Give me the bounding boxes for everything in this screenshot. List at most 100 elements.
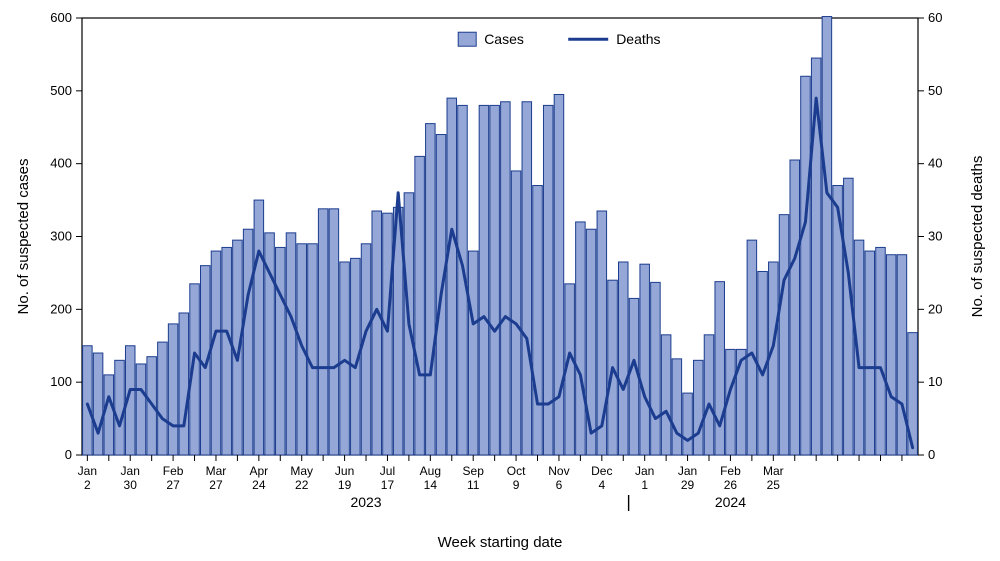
yleft-tick-label: 100 bbox=[50, 374, 72, 389]
bar bbox=[661, 335, 671, 455]
bar bbox=[554, 94, 564, 455]
yright-tick-label: 40 bbox=[928, 156, 942, 171]
legend-swatch-bars bbox=[458, 32, 476, 46]
bar bbox=[361, 244, 371, 455]
x-tick-label-day: 29 bbox=[681, 478, 695, 492]
yleft-tick-label: 0 bbox=[65, 447, 72, 462]
x-tick-label-month: Dec bbox=[591, 464, 612, 478]
x-tick-label-day: 27 bbox=[166, 478, 180, 492]
bar bbox=[136, 364, 146, 455]
bar bbox=[329, 209, 339, 455]
bar bbox=[715, 282, 725, 455]
bar bbox=[683, 393, 693, 455]
yleft-tick-label: 500 bbox=[50, 83, 72, 98]
x-tick-label-day: 6 bbox=[556, 478, 563, 492]
legend-label-line: Deaths bbox=[616, 31, 660, 47]
x-tick-label-month: Jan bbox=[78, 464, 97, 478]
x-tick-label-day: 2 bbox=[84, 478, 91, 492]
bar bbox=[415, 156, 425, 455]
bar bbox=[104, 375, 114, 455]
bar bbox=[426, 124, 436, 455]
bar bbox=[522, 102, 532, 455]
yleft-tick-label: 300 bbox=[50, 229, 72, 244]
x-tick-label-day: 14 bbox=[424, 478, 438, 492]
x-tick-label-month: Mar bbox=[763, 464, 784, 478]
x-tick-label-month: Apr bbox=[250, 464, 269, 478]
bar bbox=[479, 105, 489, 455]
bar bbox=[115, 360, 125, 455]
x-tick-label-month: Jan bbox=[678, 464, 697, 478]
x-tick-label-day: 27 bbox=[209, 478, 223, 492]
x-tick-label-month: Aug bbox=[420, 464, 441, 478]
bar bbox=[490, 105, 500, 455]
yright-tick-label: 30 bbox=[928, 229, 942, 244]
x-tick-label-day: 30 bbox=[124, 478, 138, 492]
bar bbox=[865, 251, 875, 455]
bar bbox=[897, 255, 907, 455]
bar bbox=[533, 186, 543, 455]
bar bbox=[576, 222, 586, 455]
bar bbox=[704, 335, 714, 455]
bar bbox=[179, 313, 189, 455]
bar bbox=[747, 240, 757, 455]
x-tick-label-day: 25 bbox=[767, 478, 781, 492]
bar bbox=[801, 76, 811, 455]
yleft-tick-label: 400 bbox=[50, 156, 72, 171]
yleft-tick-label: 200 bbox=[50, 301, 72, 316]
year-label: 2024 bbox=[715, 494, 746, 510]
bar bbox=[158, 342, 168, 455]
bar bbox=[511, 171, 521, 455]
bar bbox=[308, 244, 318, 455]
x-tick-label-day: 24 bbox=[252, 478, 266, 492]
x-tick-label-month: Jul bbox=[380, 464, 395, 478]
yright-tick-label: 20 bbox=[928, 301, 942, 316]
bar bbox=[640, 264, 650, 455]
yright-tick-label: 50 bbox=[928, 83, 942, 98]
year-label: 2023 bbox=[350, 494, 381, 510]
bar bbox=[318, 209, 328, 455]
x-tick-label-month: Oct bbox=[507, 464, 526, 478]
bar bbox=[254, 200, 264, 455]
bar bbox=[468, 251, 478, 455]
bar bbox=[876, 247, 886, 455]
bar bbox=[694, 360, 704, 455]
x-tick-label-month: Feb bbox=[720, 464, 741, 478]
x-tick-label-month: Jun bbox=[335, 464, 354, 478]
x-tick-label-month: Nov bbox=[548, 464, 569, 478]
bar bbox=[619, 262, 629, 455]
bar bbox=[372, 211, 382, 455]
yright-tick-label: 10 bbox=[928, 374, 942, 389]
yleft-axis-label: No. of suspected cases bbox=[15, 159, 32, 315]
x-tick-label-day: 26 bbox=[724, 478, 738, 492]
bar bbox=[651, 282, 661, 455]
x-tick-label-day: 17 bbox=[381, 478, 395, 492]
chart-container: 0 100 200 300 400 500 600 0 10 20 30 40 50 60 No. of s… bbox=[0, 0, 1000, 561]
yright-axis-label: No. of suspected deaths bbox=[969, 156, 986, 318]
bar bbox=[243, 229, 253, 455]
x-tick-label-month: Mar bbox=[206, 464, 227, 478]
bar bbox=[886, 255, 896, 455]
x-axis-label: Week starting date bbox=[438, 534, 563, 551]
bar bbox=[168, 324, 178, 455]
x-tick-label-month: Sep bbox=[463, 464, 485, 478]
x-tick-label-month: Jan bbox=[635, 464, 654, 478]
x-tick-label-day: 19 bbox=[338, 478, 352, 492]
x-tick-label-day: 11 bbox=[467, 478, 480, 492]
bar bbox=[340, 262, 350, 455]
bar bbox=[83, 346, 93, 455]
x-tick-label-month: Jan bbox=[121, 464, 140, 478]
yright-tick-label: 60 bbox=[928, 10, 942, 25]
x-tick-label-day: 9 bbox=[513, 478, 520, 492]
x-tick-label-month: May bbox=[290, 464, 313, 478]
bar bbox=[93, 353, 103, 455]
x-tick-label-day: 22 bbox=[295, 478, 309, 492]
x-tick-label-month: Feb bbox=[163, 464, 184, 478]
bar bbox=[211, 251, 221, 455]
x-tick-label-day: 1 bbox=[641, 478, 648, 492]
bar bbox=[672, 359, 682, 455]
bar bbox=[276, 247, 286, 455]
bar bbox=[222, 247, 232, 455]
yright-tick-label: 0 bbox=[928, 447, 935, 462]
yleft-tick-label: 600 bbox=[50, 10, 72, 25]
x-tick-label-day: 4 bbox=[598, 478, 605, 492]
